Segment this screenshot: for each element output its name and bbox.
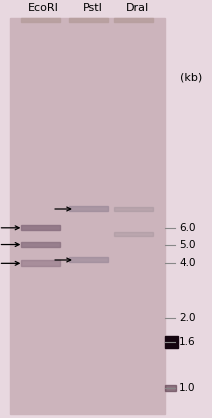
Text: 5.0: 5.0 — [179, 240, 195, 250]
Bar — [10, 18, 165, 414]
Text: (kb): (kb) — [180, 72, 202, 82]
Bar — [114, 207, 153, 211]
Text: 1.6: 1.6 — [179, 337, 196, 347]
Bar — [21, 18, 60, 22]
Bar — [69, 206, 108, 211]
Bar — [21, 225, 60, 230]
Bar — [69, 18, 108, 22]
Text: PstI: PstI — [82, 3, 102, 13]
Bar — [165, 385, 176, 390]
Bar — [21, 242, 60, 247]
Bar — [165, 336, 178, 348]
Bar — [21, 260, 60, 266]
Bar — [114, 18, 153, 22]
Bar — [69, 257, 108, 262]
Text: EcoRI: EcoRI — [27, 3, 58, 13]
Text: 6.0: 6.0 — [179, 223, 195, 233]
Bar — [114, 232, 153, 236]
Text: 1.0: 1.0 — [179, 383, 195, 393]
Text: 4.0: 4.0 — [179, 258, 195, 268]
Text: DraI: DraI — [126, 3, 149, 13]
Text: 2.0: 2.0 — [179, 313, 195, 323]
